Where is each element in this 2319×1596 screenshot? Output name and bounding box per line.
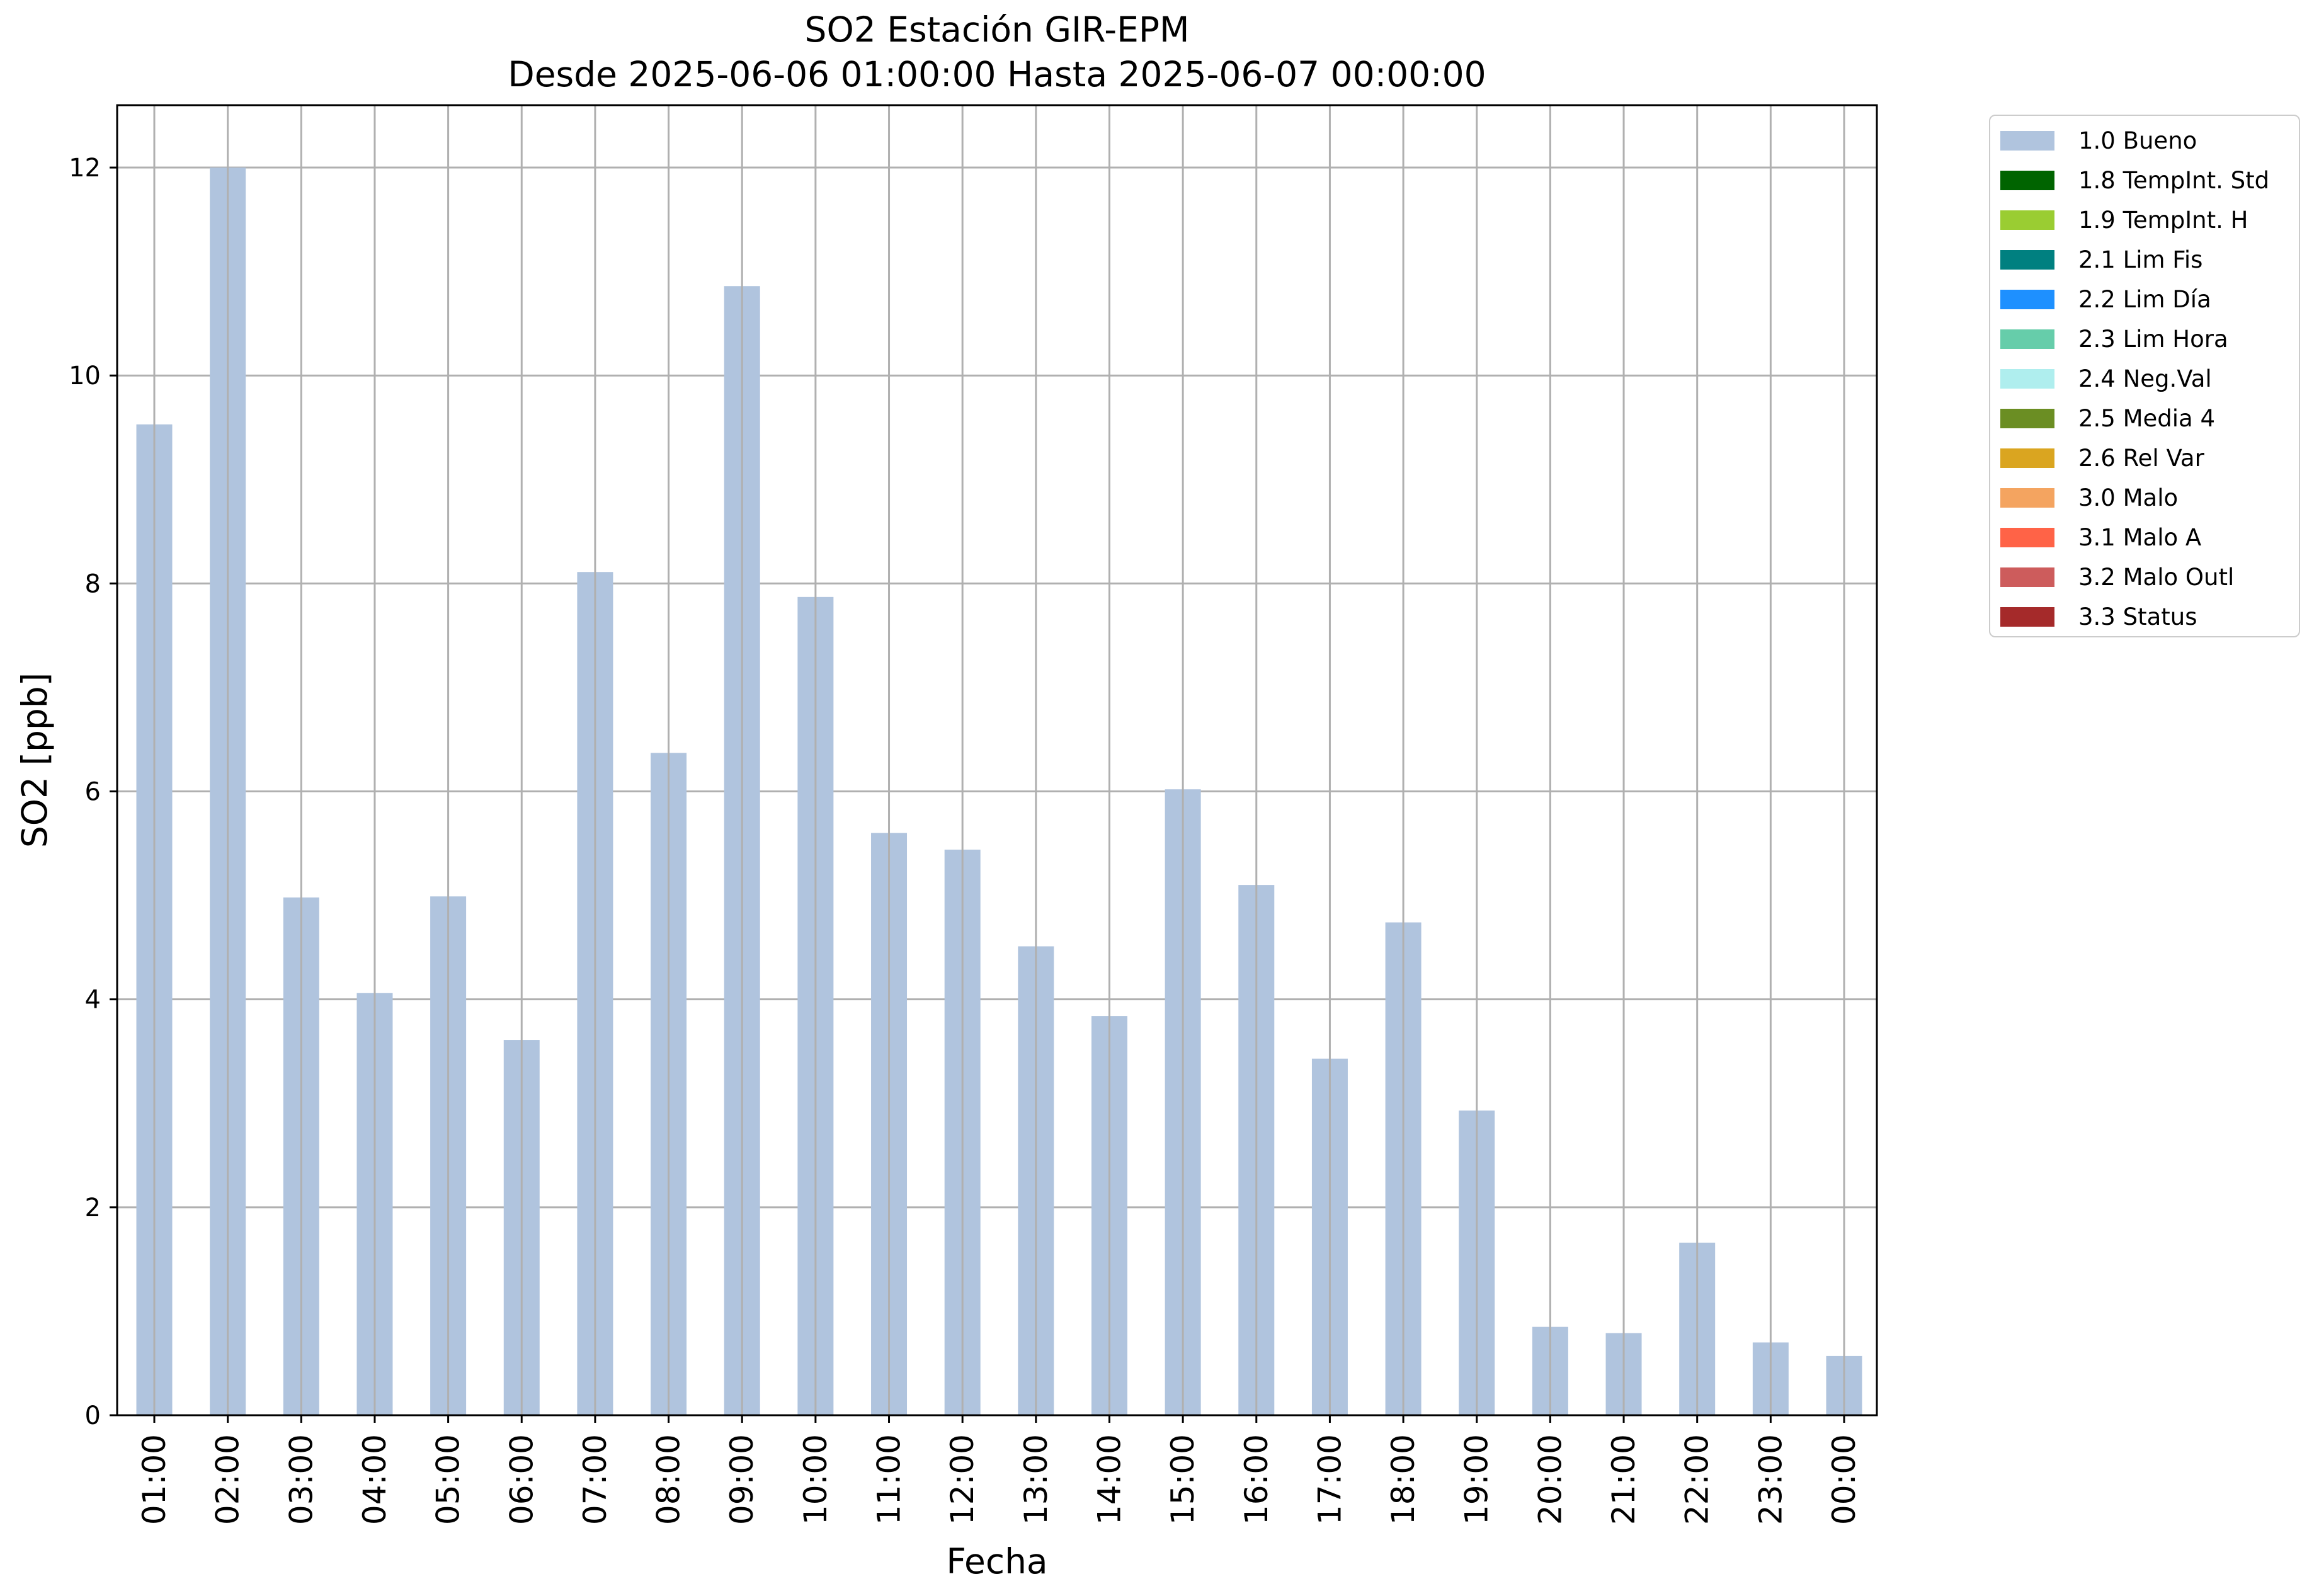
legend-swatch	[2000, 170, 2054, 190]
chart-subtitle: Desde 2025-06-06 01:00:00 Hasta 2025-06-…	[508, 54, 1486, 94]
x-tick-label: 19:00	[1459, 1434, 1495, 1525]
legend: 1.0 Bueno 1.8 TempInt. Std 1.9 TempInt. H 2…	[1989, 115, 2300, 637]
x-tick-label: 10:00	[797, 1434, 834, 1525]
legend-item: 2.1 Lim Fis	[2000, 246, 2202, 273]
legend-item: 3.1 Malo A	[2000, 523, 2201, 551]
y-tick-label: 0	[85, 1401, 101, 1430]
vertical-grid-lines	[153, 105, 1845, 1415]
x-tick-label: 02:00	[210, 1434, 246, 1525]
legend-label: 2.5 Media 4	[2078, 404, 2216, 432]
legend-label: 3.1 Malo A	[2078, 523, 2202, 551]
x-tick-label: 14:00	[1091, 1434, 1127, 1525]
legend-label: 1.9 TempInt. H	[2078, 206, 2248, 234]
legend-swatch	[2000, 527, 2054, 547]
legend-swatch	[2000, 487, 2054, 508]
x-tick-label: 05:00	[430, 1434, 467, 1525]
legend-swatch	[2000, 368, 2054, 389]
legend-item: 3.3 Status	[2000, 603, 2197, 630]
legend-label: 3.2 Malo Outl	[2078, 563, 2235, 591]
legend-item: 3.2 Malo Outl	[2000, 563, 2234, 591]
plot-frame	[116, 104, 1878, 1416]
x-tick-label: 22:00	[1679, 1434, 1716, 1525]
grid-lines	[117, 166, 1877, 1416]
legend-swatch	[2000, 408, 2054, 428]
legend-label: 2.4 Neg.Val	[2078, 365, 2212, 392]
x-tick-label: 20:00	[1532, 1434, 1568, 1525]
x-tick-label: 17:00	[1311, 1434, 1348, 1525]
legend-label: 1.0 Bueno	[2078, 127, 2197, 154]
legend-swatch	[2000, 210, 2054, 230]
y-tick-label: 8	[85, 569, 101, 598]
x-tick-label: 01:00	[136, 1434, 173, 1525]
legend-item: 3.0 Malo	[2000, 484, 2178, 511]
x-tick-label: 06:00	[503, 1434, 540, 1525]
legend-item: 2.6 Rel Var	[2000, 444, 2204, 472]
legend-swatch	[2000, 567, 2054, 587]
y-tick-label: 12	[69, 154, 101, 183]
x-tick-label: 16:00	[1238, 1434, 1275, 1525]
legend-swatch	[2000, 289, 2054, 309]
x-tick-label: 00:00	[1826, 1434, 1862, 1525]
legend-label: 3.0 Malo	[2078, 484, 2179, 511]
x-tick-label: 11:00	[871, 1434, 908, 1525]
y-tick-label: 4	[85, 986, 101, 1015]
legend-swatch	[2000, 329, 2054, 349]
legend-swatch	[2000, 448, 2054, 468]
legend-swatch	[2000, 249, 2054, 270]
y-tick-label: 10	[69, 362, 101, 390]
x-axis-label: Fecha	[946, 1541, 1047, 1582]
legend-label: 2.3 Lim Hora	[2078, 325, 2228, 353]
x-tick-label: 15:00	[1165, 1434, 1201, 1525]
legend-item: 2.3 Lim Hora	[2000, 325, 2228, 353]
legend-label: 3.3 Status	[2078, 603, 2197, 630]
legend-label: 2.2 Lim Día	[2078, 285, 2211, 313]
y-tick-label: 6	[85, 778, 101, 807]
y-axis-label: SO2 [ppb]	[14, 673, 55, 848]
legend-item: 1.8 TempInt. Std	[2000, 166, 2269, 194]
x-tick-label: 21:00	[1605, 1434, 1642, 1525]
x-tick-label: 13:00	[1018, 1434, 1054, 1525]
x-axis-ticks: 01:00 02:00 03:00 04:00 05:00 06:00 07:00 08:00…	[136, 1415, 1862, 1525]
legend-item: 1.9 TempInt. H	[2000, 206, 2248, 234]
x-tick-label: 23:00	[1752, 1434, 1789, 1525]
legend-item: 1.0 Bueno	[2000, 127, 2197, 154]
legend-label: 2.6 Rel Var	[2078, 444, 2204, 472]
legend-label: 2.1 Lim Fis	[2078, 246, 2203, 273]
x-tick-label: 03:00	[283, 1434, 319, 1525]
legend-swatch	[2000, 607, 2054, 627]
legend-item: 2.4 Neg.Val	[2000, 365, 2212, 392]
legend-item: 2.5 Media 4	[2000, 404, 2215, 432]
y-tick-label: 2	[85, 1194, 101, 1223]
legend-swatch	[2000, 130, 2054, 151]
chart-title: SO2 Estación GIR-EPM	[805, 9, 1190, 50]
y-axis-ticks: 0 2 4 6 8 10 12	[69, 154, 117, 1430]
x-tick-label: 12:00	[944, 1434, 981, 1525]
x-tick-label: 07:00	[577, 1434, 613, 1525]
x-tick-label: 09:00	[724, 1434, 760, 1525]
legend-item: 2.2 Lim Día	[2000, 285, 2211, 313]
legend-label: 1.8 TempInt. Std	[2078, 166, 2270, 194]
x-tick-label: 18:00	[1385, 1434, 1422, 1525]
x-tick-label: 04:00	[356, 1434, 393, 1525]
x-tick-label: 08:00	[651, 1434, 687, 1525]
